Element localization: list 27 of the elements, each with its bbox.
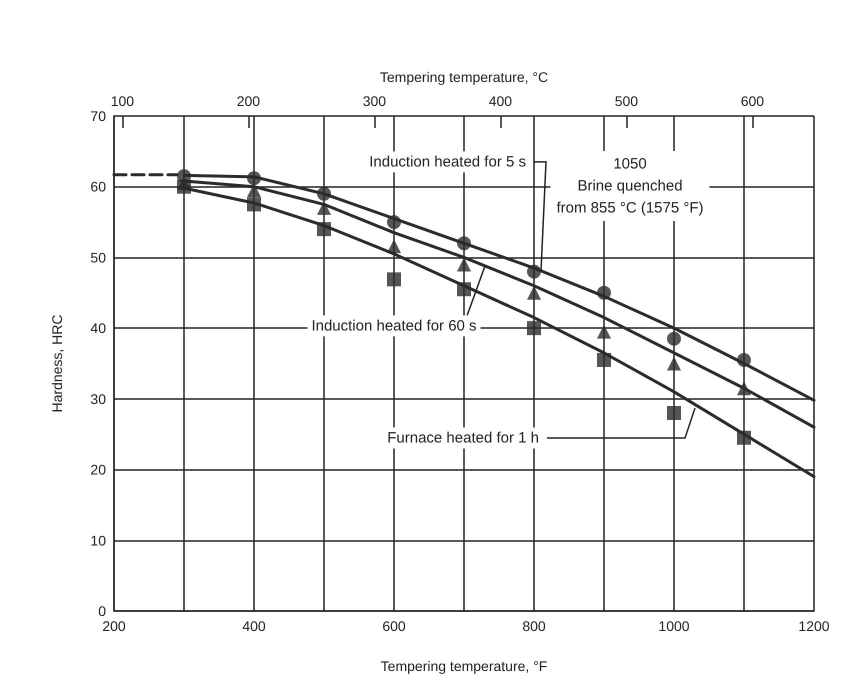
- annotation: Induction heated for 60 s: [311, 317, 477, 334]
- x2-tick-label: 600: [740, 93, 764, 109]
- x2-tick-label: 300: [362, 93, 386, 109]
- x-tick-label: 400: [242, 618, 266, 634]
- y-tick-label: 40: [90, 320, 106, 336]
- y-tick-label: 50: [90, 249, 106, 266]
- annotation: 1050 Brine quenched from 855 °C (1575 °F): [556, 156, 704, 216]
- y-tick-label: 30: [90, 390, 106, 407]
- x2-tick-label: 400: [488, 93, 512, 109]
- y-axis-title: Hardness, HRC: [49, 314, 65, 413]
- y-tick-label: 70: [90, 108, 106, 124]
- x2-axis-title: Tempering temperature, °C: [380, 69, 548, 85]
- x2-tick-label: 200: [236, 93, 260, 109]
- x-tick-label: 800: [522, 618, 546, 634]
- x-axis-title: Tempering temperature, °F: [380, 658, 548, 674]
- x2-tick-label: 100: [110, 93, 134, 109]
- x-tick-label: 200: [102, 618, 126, 634]
- annotation: Furnace heated for 1 h: [387, 430, 539, 447]
- x-tick-label: 1200: [798, 618, 830, 634]
- y-tick-label: 10: [90, 532, 106, 548]
- x-tick-label: 600: [382, 618, 406, 634]
- y-tick-label: 0: [98, 603, 106, 619]
- x-tick-label: 1000: [658, 618, 690, 634]
- annotation: Induction heated for 5 s: [369, 153, 526, 170]
- y-tick-label: 60: [90, 178, 106, 195]
- x2-tick-label: 500: [614, 93, 638, 109]
- y-tick-label: 20: [90, 462, 106, 478]
